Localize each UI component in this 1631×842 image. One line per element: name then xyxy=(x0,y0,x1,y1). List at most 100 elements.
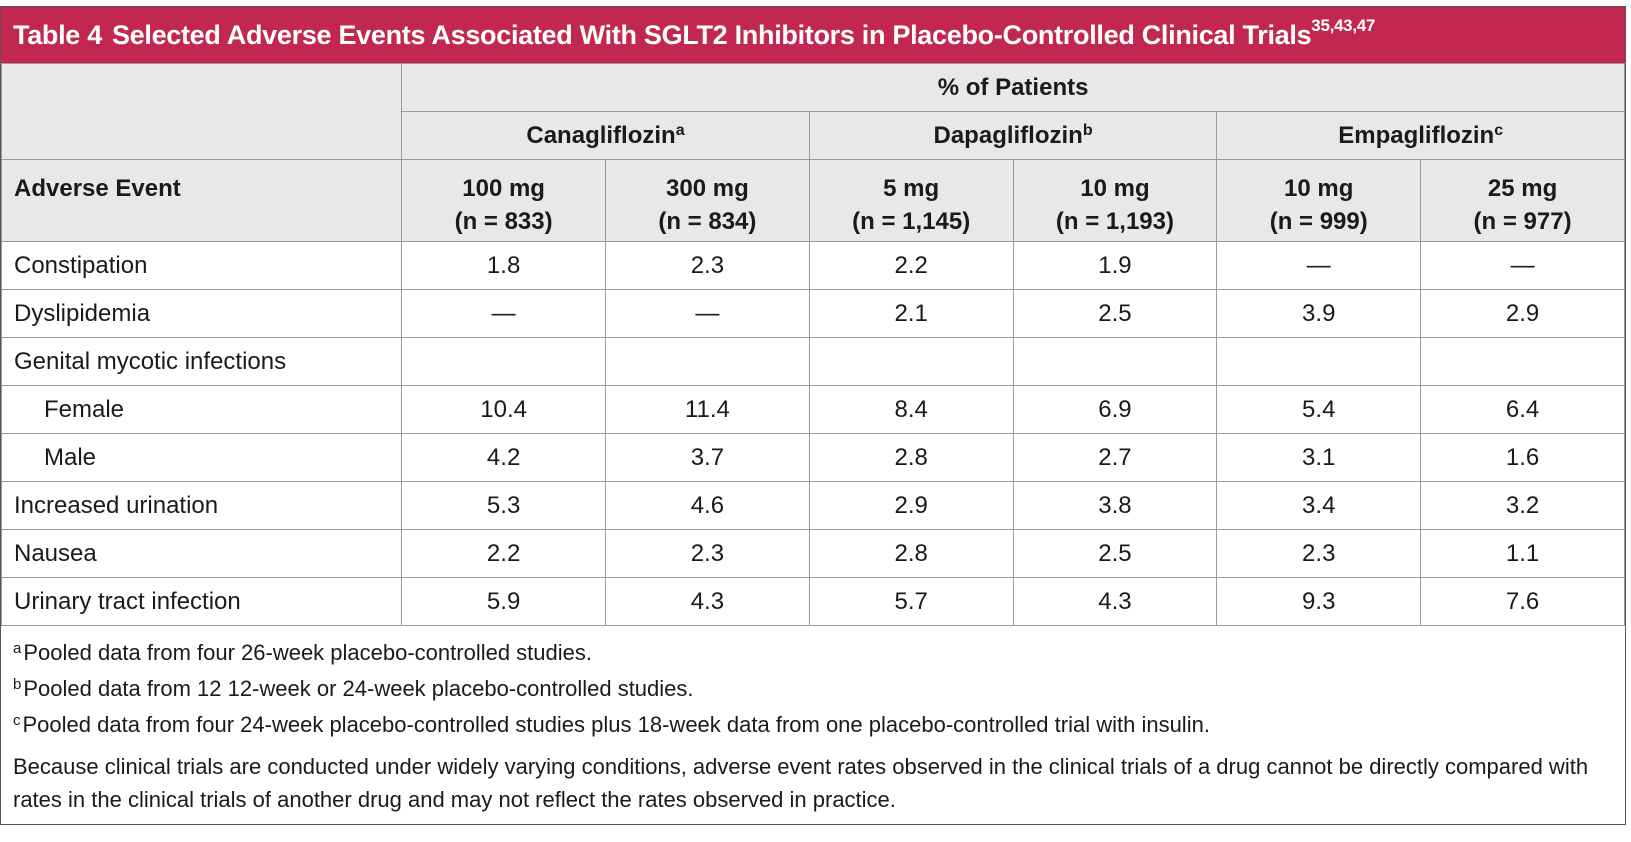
drug-header: Canagliflozina xyxy=(401,111,810,160)
sample-size: (n = 999) xyxy=(1269,208,1368,235)
percent-cell: 2.8 xyxy=(808,433,1014,482)
table-notes: aPooled data from four 26-week placebo-c… xyxy=(1,626,1625,824)
footnote-marker: b xyxy=(13,676,22,693)
footnote-marker: c xyxy=(13,712,21,729)
percent-cell: 3.7 xyxy=(605,433,810,482)
sample-size: (n = 977) xyxy=(1473,208,1572,235)
dose-header: 25 mg (n = 977) xyxy=(1420,159,1625,242)
percent-cell xyxy=(605,337,810,386)
percent-cell: 2.3 xyxy=(1216,529,1422,578)
percent-cell: 9.3 xyxy=(1216,577,1422,626)
table-row: Nausea 2.2 2.3 2.8 2.5 2.3 1.1 xyxy=(0,529,1625,578)
footnote-text: Pooled data from four 26-week placebo-co… xyxy=(23,640,593,665)
percent-cell xyxy=(1012,337,1218,386)
table-row: Male 4.2 3.7 2.8 2.7 3.1 1.6 xyxy=(0,433,1625,482)
drug-header: Empagliflozinc xyxy=(1216,111,1625,160)
dose-label: 10 mg xyxy=(1284,175,1354,202)
percent-cell: 3.8 xyxy=(1012,481,1218,530)
title-references: 35,43,47 xyxy=(1311,16,1376,35)
drug-header: Dapagliflozinb xyxy=(808,111,1218,160)
disclaimer: Because clinical trials are conducted un… xyxy=(13,754,1589,812)
percent-cell: — xyxy=(401,289,606,338)
table-row: Genital mycotic infections xyxy=(0,337,1625,386)
table-body: Constipation 1.8 2.3 2.2 1.9— — Dyslipidemia — —… xyxy=(0,241,1625,626)
percent-cell: 11.4 xyxy=(605,385,810,434)
adverse-event-name: Female xyxy=(0,385,403,434)
percent-cell: 2.7 xyxy=(1012,433,1218,482)
adverse-event-name: Male xyxy=(0,433,403,482)
percent-cell: 1.1 xyxy=(1420,529,1625,578)
percent-cell: 2.5 xyxy=(1012,529,1218,578)
footnote-text: Pooled data from 12 12-week or 24-week p… xyxy=(23,676,694,701)
percent-cell: 1.9 xyxy=(1012,241,1218,290)
percent-cell: 1.6 xyxy=(1420,433,1625,482)
table-row: Urinary tract infection 5.9 4.3 5.7 4.3 9.3 7.… xyxy=(0,577,1625,626)
footnote-marker: a xyxy=(13,640,22,657)
percent-cell: 4.2 xyxy=(401,433,606,482)
drug-header-row: Canagliflozina Dapagliflozinb Empagliflozi… xyxy=(2,111,1625,160)
percent-cell: 4.6 xyxy=(605,481,810,530)
sample-size: (n = 1,193) xyxy=(1055,208,1174,235)
sample-size: (n = 834) xyxy=(658,208,757,235)
adverse-event-name: Increased urination xyxy=(0,481,403,530)
footnotes: aPooled data from four 26-week placebo-c… xyxy=(13,636,1613,744)
table-row: Female 10.4 11.4 8.4 6.9 5.4 6.4 xyxy=(0,385,1625,434)
percent-cell: 4.3 xyxy=(1012,577,1218,626)
dose-header: 10 mg (n = 1,193) xyxy=(1012,159,1218,242)
table-number: Table 4 xyxy=(13,19,102,50)
dose-label: 100 mg xyxy=(462,175,545,202)
row-label-header: Adverse Event xyxy=(0,159,403,242)
percent-cell: 5.4 xyxy=(1216,385,1422,434)
adverse-event-name: Nausea xyxy=(0,529,403,578)
sample-size: (n = 833) xyxy=(454,208,553,235)
percent-cell: 2.1 xyxy=(808,289,1014,338)
adverse-event-name: Urinary tract infection xyxy=(0,577,403,626)
percent-cell xyxy=(808,337,1014,386)
drug-name: Empagliflozin xyxy=(1338,121,1495,149)
percent-cell: 8.4 xyxy=(808,385,1014,434)
percent-cell xyxy=(401,337,606,386)
adverse-event-name: Genital mycotic infections xyxy=(0,337,403,386)
dose-header: 300 mg (n = 834) xyxy=(605,159,810,242)
percent-cell: 2.9 xyxy=(1420,289,1625,338)
dose-label: 5 mg xyxy=(883,175,940,202)
percent-cell: 1.8 xyxy=(401,241,606,290)
footnote-marker: c xyxy=(1494,121,1504,139)
percent-cell: 4.3 xyxy=(605,577,810,626)
percent-cell: 2.5 xyxy=(1012,289,1218,338)
percent-cell: 6.4 xyxy=(1420,385,1625,434)
percent-cell: — xyxy=(605,289,810,338)
table-row: Increased urination 5.3 4.6 2.9 3.8 3.4 3.2 xyxy=(0,481,1625,530)
percent-cell: 5.7 xyxy=(808,577,1014,626)
percent-cell xyxy=(1420,337,1625,386)
percent-cell: 6.9 xyxy=(1012,385,1218,434)
adverse-events-table: % of Patients Canagliflozina Dapagliflozi… xyxy=(0,63,1625,626)
footnote-marker: b xyxy=(1082,121,1093,139)
percent-cell: 2.2 xyxy=(808,241,1014,290)
footnote-text: Pooled data from four 24-week placebo-co… xyxy=(22,712,1210,737)
table-title-bar: Table 4 Selected Adverse Events Associat… xyxy=(1,7,1625,63)
percent-cell: 2.9 xyxy=(808,481,1014,530)
dose-header: 10 mg (n = 999) xyxy=(1216,159,1422,242)
percent-cell: 10.4 xyxy=(401,385,606,434)
empty-header-cell xyxy=(0,63,403,160)
percent-cell: 2.8 xyxy=(808,529,1014,578)
sample-size: (n = 1,145) xyxy=(852,208,971,235)
group-header: % of Patients xyxy=(401,63,1625,112)
table-title: Selected Adverse Events Associated With … xyxy=(111,19,1312,50)
dose-header: 100 mg (n = 833) xyxy=(401,159,606,242)
dose-label: 300 mg xyxy=(666,175,749,202)
drug-name: Canagliflozin xyxy=(526,121,676,149)
footnote: cPooled data from four 24-week placebo-c… xyxy=(13,708,1613,744)
dose-header: 5 mg (n = 1,145) xyxy=(808,159,1014,242)
dose-header-row: Adverse Event 100 mg (n = 833) 300 mg (n = … xyxy=(0,159,1625,242)
percent-cell: 3.9 xyxy=(1216,289,1422,338)
percent-cell: 7.6 xyxy=(1420,577,1625,626)
dose-label: 10 mg xyxy=(1080,175,1150,202)
percent-cell: 3.4 xyxy=(1216,481,1422,530)
percent-cell: — xyxy=(1216,241,1422,290)
percent-cell: 5.9 xyxy=(401,577,606,626)
drug-name: Dapagliflozin xyxy=(933,121,1083,149)
dose-label: 25 mg xyxy=(1487,175,1558,202)
percent-cell: 2.3 xyxy=(605,529,810,578)
